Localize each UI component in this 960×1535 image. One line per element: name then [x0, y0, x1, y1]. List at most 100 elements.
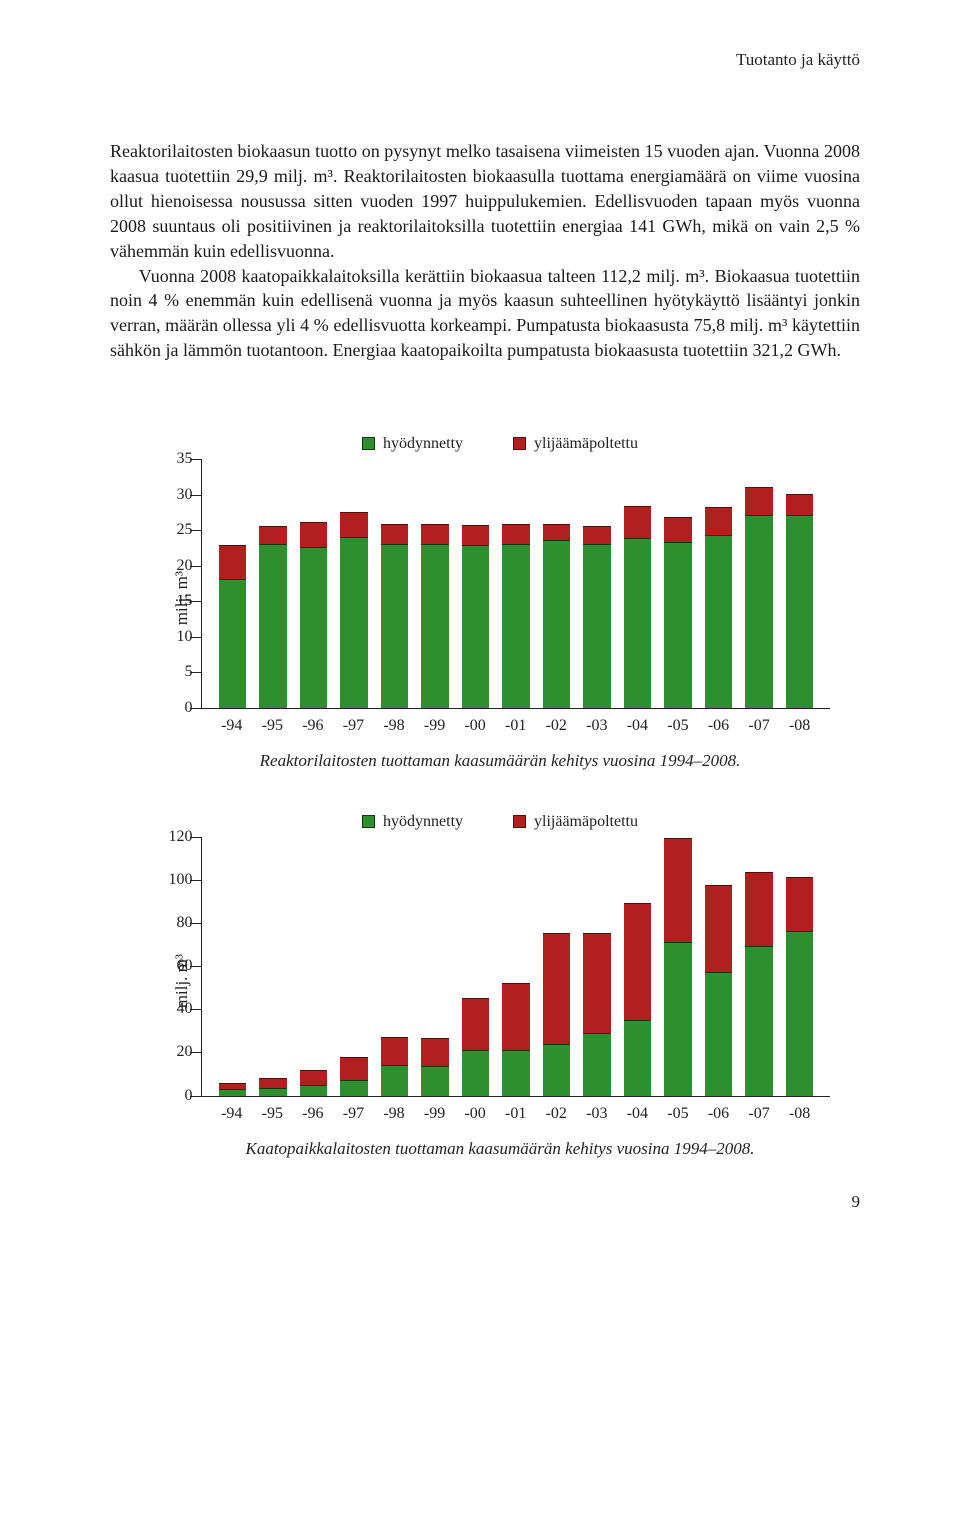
bar [583, 526, 611, 708]
bar-segment-flare [421, 524, 449, 544]
bar [381, 1037, 409, 1095]
legend-util-label: hyödynnetty [383, 433, 463, 455]
bar-slot [253, 459, 294, 708]
bar-slot [698, 837, 739, 1096]
bar [664, 838, 692, 1096]
y-tick-label: 40 [152, 998, 192, 1020]
bar-segment-util [340, 1080, 368, 1095]
legend-util-label: hyödynnetty [383, 811, 463, 833]
x-tick-label: -06 [698, 715, 739, 737]
x-tick-label: -95 [252, 1103, 293, 1125]
swatch-util-icon [362, 815, 375, 828]
bar-segment-util [583, 544, 611, 708]
plot-area: 020406080100120 [201, 837, 830, 1097]
bar-segment-flare [543, 933, 571, 1044]
bar-slot [455, 459, 496, 708]
x-tick-label: -97 [333, 715, 374, 737]
bar-slot [415, 459, 456, 708]
bar-segment-flare [624, 903, 652, 1020]
bar-segment-flare [745, 872, 773, 946]
bar-slot [293, 459, 334, 708]
x-tick-label: -01 [495, 715, 536, 737]
bar-segment-util [624, 538, 652, 708]
bar [421, 524, 449, 708]
bar-segment-flare [340, 512, 368, 537]
chart-caption: Reaktorilaitosten tuottaman kaasumäärän … [170, 749, 830, 772]
bar-slot [253, 837, 294, 1096]
bar [340, 1057, 368, 1096]
bar [381, 524, 409, 708]
bar-segment-flare [421, 1038, 449, 1066]
bars-container [202, 459, 830, 708]
x-tick-label: -03 [577, 715, 618, 737]
bar-segment-flare [462, 998, 490, 1050]
bar [664, 517, 692, 708]
bar-segment-flare [340, 1057, 368, 1081]
page-number: 9 [110, 1190, 860, 1213]
bar-segment-flare [745, 487, 773, 516]
bar-segment-util [705, 972, 733, 1096]
bar-segment-flare [583, 933, 611, 1033]
y-tick-label: 25 [152, 519, 192, 541]
legend-flare: ylijäämäpoltettu [513, 811, 638, 833]
bar [705, 507, 733, 708]
bar-segment-flare [664, 517, 692, 542]
bar [745, 872, 773, 1095]
bar-slot [779, 837, 820, 1096]
y-tick-label: 0 [152, 697, 192, 719]
bar [624, 506, 652, 708]
bar-slot [334, 837, 375, 1096]
y-tick-label: 100 [152, 869, 192, 891]
bar-segment-flare [300, 522, 328, 547]
legend-util: hyödynnetty [362, 811, 463, 833]
bar-slot [455, 837, 496, 1096]
bar-slot [658, 837, 699, 1096]
bar-slot [293, 837, 334, 1096]
bar-slot [212, 837, 253, 1096]
bar-segment-util [219, 1089, 247, 1096]
bar [786, 494, 814, 708]
plot-area: 05101520253035 [201, 459, 830, 709]
bar-segment-util [745, 515, 773, 708]
x-tick-label: -01 [495, 1103, 536, 1125]
bar-segment-flare [786, 494, 814, 515]
bar [624, 903, 652, 1096]
bar-segment-util [502, 544, 530, 708]
bar-slot [496, 837, 537, 1096]
x-tick-label: -08 [779, 1103, 820, 1125]
bar [259, 526, 287, 708]
bar-segment-util [219, 579, 247, 708]
bar [745, 487, 773, 708]
bar-slot [415, 837, 456, 1096]
y-tick-label: 15 [152, 590, 192, 612]
bar [219, 1083, 247, 1096]
bar [543, 524, 571, 708]
bar [340, 512, 368, 708]
x-tick-label: -00 [455, 1103, 496, 1125]
bar-slot [617, 459, 658, 708]
x-tick-label: -98 [374, 715, 415, 737]
y-tick-label: 35 [152, 448, 192, 470]
bar-segment-flare [664, 838, 692, 942]
bars-container [202, 837, 830, 1096]
x-tick-label: -06 [698, 1103, 739, 1125]
y-tick-label: 120 [152, 826, 192, 848]
running-head: Tuotanto ja käyttö [110, 48, 860, 71]
x-tick-label: -03 [577, 1103, 618, 1125]
x-tick-label: -04 [617, 715, 658, 737]
legend-flare: ylijäämäpoltettu [513, 433, 638, 455]
bar-segment-util [340, 537, 368, 708]
bar-segment-flare [381, 1037, 409, 1065]
bar-segment-flare [259, 1078, 287, 1088]
bar-segment-util [462, 1050, 490, 1096]
bar-segment-flare [219, 545, 247, 579]
bar-segment-util [381, 1065, 409, 1095]
bar-segment-flare [300, 1070, 328, 1085]
bar [502, 983, 530, 1096]
x-tick-label: -07 [739, 715, 780, 737]
bar-segment-flare [259, 526, 287, 544]
bar-segment-util [421, 544, 449, 708]
legend-util: hyödynnetty [362, 433, 463, 455]
y-tick-label: 60 [152, 955, 192, 977]
bar-slot [577, 837, 618, 1096]
